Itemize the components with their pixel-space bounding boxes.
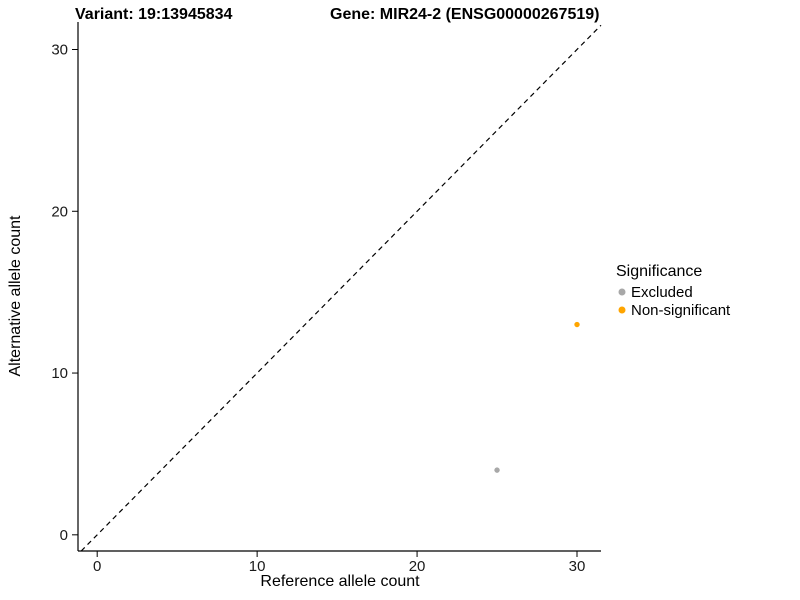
y-tick-label: 10	[51, 365, 68, 382]
scatter-point-excluded	[494, 467, 500, 473]
legend-swatch-nonsignificant	[618, 306, 626, 314]
plot-area	[80, 24, 602, 552]
legend-swatch-excluded	[618, 288, 626, 296]
y-axis: 0 10 20 30	[51, 22, 79, 551]
y-tick-label: 30	[51, 42, 68, 59]
plot-title-gene: Gene: MIR24-2 (ENSG00000267519)	[330, 6, 599, 23]
x-axis-title: Reference allele count	[260, 573, 420, 590]
legend-label-excluded: Excluded	[631, 284, 693, 301]
x-tick-label: 0	[93, 558, 101, 575]
y-axis-ticks: 0 10 20 30	[51, 42, 78, 544]
x-tick-label: 20	[409, 558, 426, 575]
legend-label-nonsignificant: Non-significant	[631, 302, 731, 319]
x-tick-label: 10	[249, 558, 266, 575]
legend: Significance Excluded Non-significant	[616, 263, 731, 319]
y-tick-label: 20	[51, 203, 68, 220]
plot-title-variant: Variant: 19:13945834	[75, 6, 233, 23]
x-axis: 0 10 20 30	[78, 550, 601, 575]
legend-title: Significance	[616, 263, 702, 280]
y-tick-label: 0	[60, 527, 68, 544]
x-tick-label: 30	[569, 558, 586, 575]
y-axis-title: Alternative allele count	[7, 215, 24, 377]
scatter-point-non-significant	[574, 321, 580, 328]
x-axis-ticks: 0 10 20 30	[93, 551, 585, 575]
identity-line	[80, 24, 602, 552]
